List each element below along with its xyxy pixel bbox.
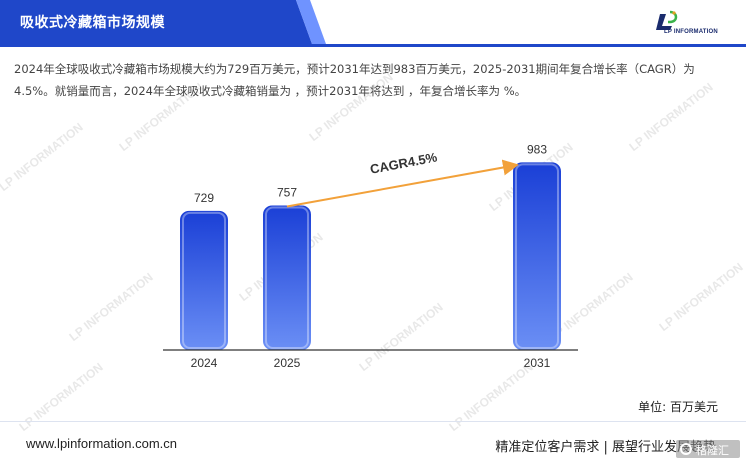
source-badge: 格隆汇	[676, 440, 740, 458]
page-title: 吸收式冷藏箱市场规模	[20, 15, 165, 31]
bar-2025	[263, 205, 311, 350]
cagr-arrow	[286, 159, 519, 208]
footer-url[interactable]: www.lpinformation.com.cn	[26, 436, 177, 451]
badge-logo-icon	[680, 443, 692, 455]
data-label-2031: 983	[527, 142, 547, 156]
lp-logo-icon	[656, 10, 678, 30]
cagr-annotation: CAGR4.5%	[369, 149, 439, 176]
bar-highlight	[515, 163, 559, 349]
unit-label: 单位: 百万美元	[638, 400, 718, 414]
logo-text: LP INFORMATION	[664, 29, 718, 35]
x-tick-label-2031: 2031	[524, 356, 551, 370]
bar-2031	[513, 162, 561, 350]
bar-highlight	[182, 211, 226, 349]
header: 吸收式冷藏箱市场规模 LP INFORMATION	[0, 0, 746, 44]
title-band	[0, 0, 312, 44]
data-label-2024: 729	[194, 191, 214, 205]
badge-text: 格隆汇	[696, 444, 729, 457]
data-label-2025: 757	[277, 185, 297, 199]
header-divider	[0, 44, 746, 47]
footer-slogan: 精准定位客户需求 | 展望行业发展趋势	[495, 440, 716, 455]
bar-2024	[180, 210, 228, 350]
bar-highlight	[265, 206, 309, 349]
x-tick-label-2024: 2024	[191, 356, 218, 370]
description-text: 2024年全球吸收式冷藏箱市场规模大约为729百万美元，预计2031年达到983…	[14, 62, 695, 98]
x-tick-label-2025: 2025	[274, 356, 301, 370]
footer-divider	[0, 421, 746, 422]
